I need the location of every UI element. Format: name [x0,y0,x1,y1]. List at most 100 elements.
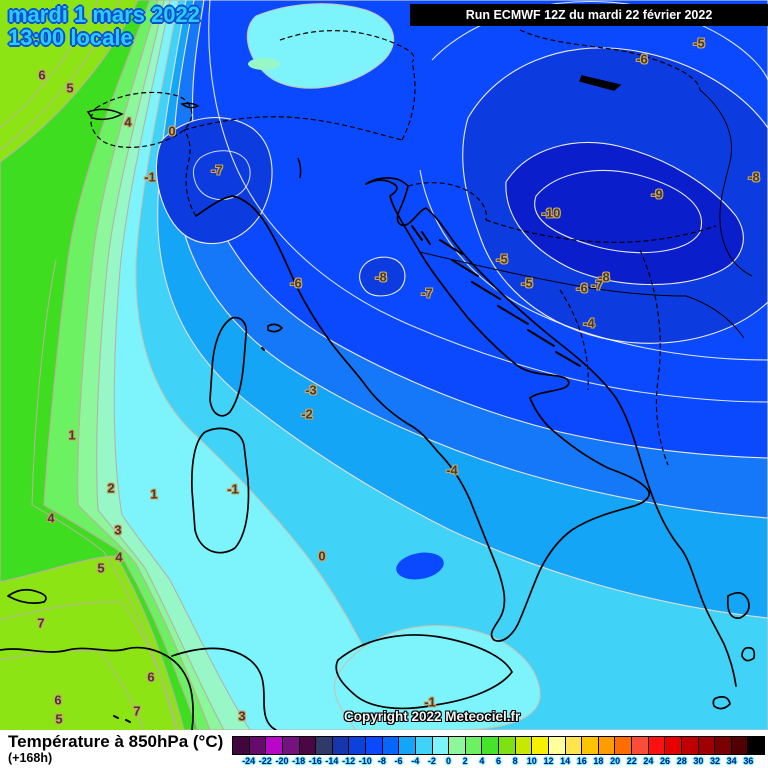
legend-title: Température à 850hPa (°C) [8,732,224,751]
temp-label: 6 [38,67,46,83]
temp-label: 3 [114,522,122,538]
legend-tick: 24 [643,756,654,766]
legend-tick: 20 [610,756,621,766]
temp-label: -2 [301,406,313,422]
temp-label: 0 [318,548,326,564]
legend-tick: 28 [676,756,687,766]
river-danube [699,89,753,277]
legend-tick: -12 [342,756,356,766]
legend-tick: 14 [560,756,571,766]
copyright-text: Copyright 2022 Meteociel.fr [344,709,521,724]
lake-garda [297,157,302,179]
isotherm-field [0,0,768,730]
legend-cell [582,737,599,754]
legend-tick: -20 [275,756,289,766]
legend-cell [565,737,583,754]
legend-cell [366,737,383,754]
legend-tick: 36 [743,756,754,766]
legend-cell [632,737,649,754]
temp-label: 7 [37,615,45,631]
legend-cell [299,737,317,754]
abruzzo-cold-pocket [359,256,406,297]
temp-label: 0 [168,123,176,139]
coast-sardinia [191,427,250,554]
coast-corsica [209,316,248,417]
coastlines [0,177,756,730]
legend-cell [548,737,566,754]
temp-label: 3 [238,708,246,724]
temp-label: -6 [576,280,588,296]
legend-tick: 2 [462,756,468,766]
legend-tick: 12 [543,756,554,766]
legend-tick: 30 [693,756,704,766]
legend-tick: 32 [710,756,721,766]
legend-tick: 22 [626,756,637,766]
legend-color-scale [232,736,765,755]
temp-label: -1 [227,481,239,497]
forecast-time-line: 13:00 locale [8,24,133,50]
coast-greek-islands-3 [712,696,731,710]
legend-cell [681,737,699,754]
legend-cell [316,737,333,754]
legend-cell [266,737,283,754]
lake-constance [180,102,200,109]
temp-label: -5 [693,35,705,51]
temp-label: -3 [305,382,317,398]
temp-label: -10 [541,205,561,221]
legend-cell [665,737,682,754]
coast-greek-islands-2 [741,646,756,662]
legend-tick: 6 [495,756,502,766]
temp-label: 7 [133,703,141,719]
coast-italy-balkans [195,177,737,687]
legend-tick: 34 [726,756,737,766]
legend-cell [715,737,732,754]
dalmatian-islands [113,225,581,723]
temp-label: 2 [107,480,115,496]
legend-cell [449,737,466,754]
legend-cell [598,737,616,754]
coast-elba [267,323,283,333]
temp-label: -8 [375,269,387,285]
temp-label: -6 [290,275,302,291]
legend-tick: -8 [377,756,386,766]
legend-cell [698,737,716,754]
map-canvas[interactable] [0,0,768,730]
legend-tick: -10 [358,756,372,766]
temp-label: 4 [115,549,123,565]
temp-label: 6 [54,692,62,708]
temp-label: 5 [97,560,105,576]
legend-tick: 4 [479,756,485,766]
temp-label: 5 [55,711,63,727]
lakes [86,75,622,179]
legend-forecast-hour: (+168h) [8,751,53,765]
legend-cell [249,737,267,754]
temp-label: -1 [424,694,436,710]
legend-tick: 0 [446,756,452,766]
legend-tick: -6 [394,756,403,766]
legend-tick: -16 [308,756,322,766]
legend-cell [349,737,366,754]
legend-cell [499,737,516,754]
legend-cell [731,737,749,754]
rivers [419,89,753,339]
legend-tick: -4 [411,756,420,766]
forecast-date-line1: mardi 1 mars 2022 [8,2,201,27]
temp-label: -4 [583,315,595,331]
temp-label: -8 [748,169,760,185]
tyrrhenian-cold-patch [396,552,444,580]
temp-label: -5 [521,275,533,291]
coast-mallorca [7,588,47,604]
lake-balaton [578,75,622,91]
legend-cell [382,737,400,754]
temp-label: -9 [651,186,663,202]
legend-cell [282,737,300,754]
legend-cell [515,737,533,754]
legend-cell [465,737,483,754]
country-borders [90,29,717,466]
legend-cell [748,737,764,754]
temp-label: 6 [147,669,155,685]
legend-tick: 10 [526,756,537,766]
legend-tick: 16 [576,756,587,766]
forecast-date: mardi 1 mars 2022 13:00 locale [8,2,201,50]
